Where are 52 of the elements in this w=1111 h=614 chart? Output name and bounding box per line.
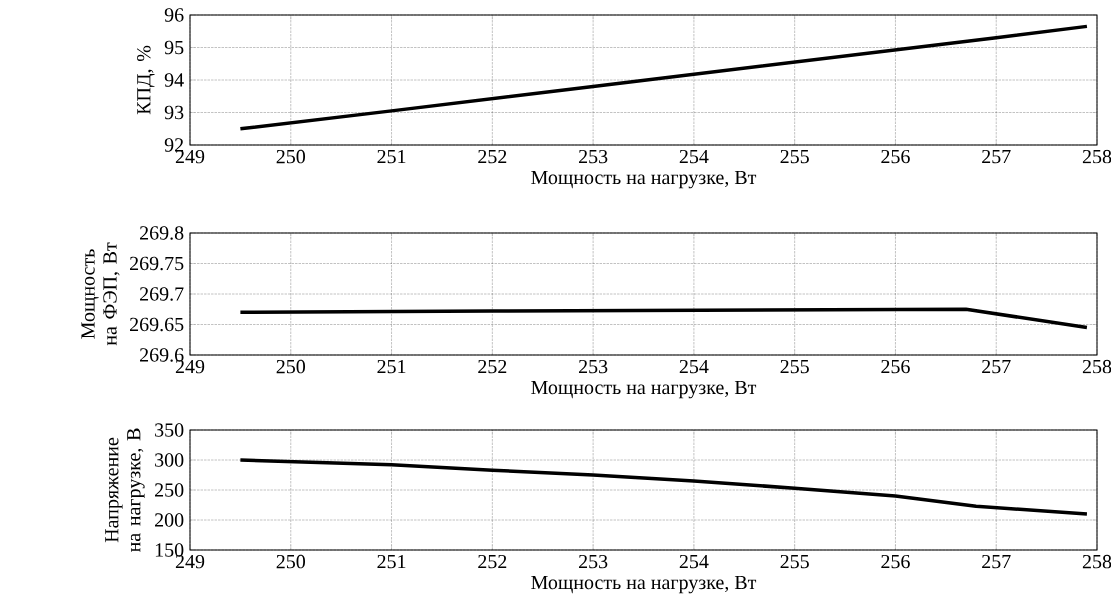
x-axis-title: Мощность на нагрузке, Вт xyxy=(531,170,757,189)
x-axis-title: Мощность на нагрузке, Вт xyxy=(531,575,757,594)
x-tick-label: 250 xyxy=(276,554,306,569)
y-tick-label: 300 xyxy=(155,453,184,467)
x-tick-label: 257 xyxy=(982,554,1011,569)
x-tick-label: 255 xyxy=(780,554,809,569)
x-tick-label: 251 xyxy=(377,149,406,164)
x-tick-label: 258 xyxy=(1082,554,1111,569)
x-tick-label: 252 xyxy=(478,149,507,164)
x-tick-label: 256 xyxy=(881,359,910,374)
y-tick-label: 150 xyxy=(155,543,184,557)
x-tick-label: 251 xyxy=(377,359,406,374)
x-tick-label: 249 xyxy=(175,359,205,374)
x-tick-label: 251 xyxy=(377,554,406,569)
line-series xyxy=(238,458,1089,516)
y-tick-label: 269.7 xyxy=(140,287,184,301)
y-tick-label: 93 xyxy=(164,105,184,120)
y-tick-label: 95 xyxy=(164,40,184,55)
x-tick-label: 252 xyxy=(478,554,507,569)
y-axis-title: Напряжение на нагрузке, В xyxy=(105,428,145,553)
x-tick-label: 254 xyxy=(679,149,709,164)
y-tick-label: 269.75 xyxy=(130,256,184,271)
y-tick-label: 92 xyxy=(164,138,184,152)
x-tick-label: 257 xyxy=(982,359,1011,374)
x-tick-label: 257 xyxy=(982,149,1011,164)
x-tick-label: 256 xyxy=(881,554,910,569)
x-axis-title: Мощность на нагрузке, Вт xyxy=(531,380,757,399)
x-tick-label: 258 xyxy=(1082,149,1111,164)
x-tick-label: 253 xyxy=(578,149,608,164)
x-tick-label: 250 xyxy=(276,359,306,374)
x-tick-label: 250 xyxy=(276,149,306,164)
x-tick-label: 253 xyxy=(578,554,608,569)
x-tick-label: 256 xyxy=(881,149,910,164)
x-tick-label: 249 xyxy=(175,554,205,569)
y-tick-label: 250 xyxy=(155,483,184,497)
y-tick-label: 269.65 xyxy=(130,317,184,332)
line-series xyxy=(238,307,1089,330)
y-axis-title: Мощность на ФЭП, Вт xyxy=(81,242,120,346)
x-tick-label: 254 xyxy=(679,554,709,569)
x-tick-label: 255 xyxy=(780,359,809,374)
x-tick-label: 254 xyxy=(679,359,709,374)
y-tick-label: 269.8 xyxy=(140,226,184,240)
y-axis-title: КПД, % xyxy=(137,45,155,115)
y-tick-label: 96 xyxy=(164,8,184,22)
y-tick-label: 350 xyxy=(155,423,184,437)
x-tick-label: 258 xyxy=(1082,359,1111,374)
y-tick-label: 94 xyxy=(164,73,184,87)
x-tick-label: 252 xyxy=(478,359,507,374)
y-tick-label: 200 xyxy=(155,513,184,527)
y-tick-label: 269.6 xyxy=(140,348,184,362)
x-tick-label: 253 xyxy=(578,359,608,374)
x-tick-label: 255 xyxy=(780,149,809,164)
